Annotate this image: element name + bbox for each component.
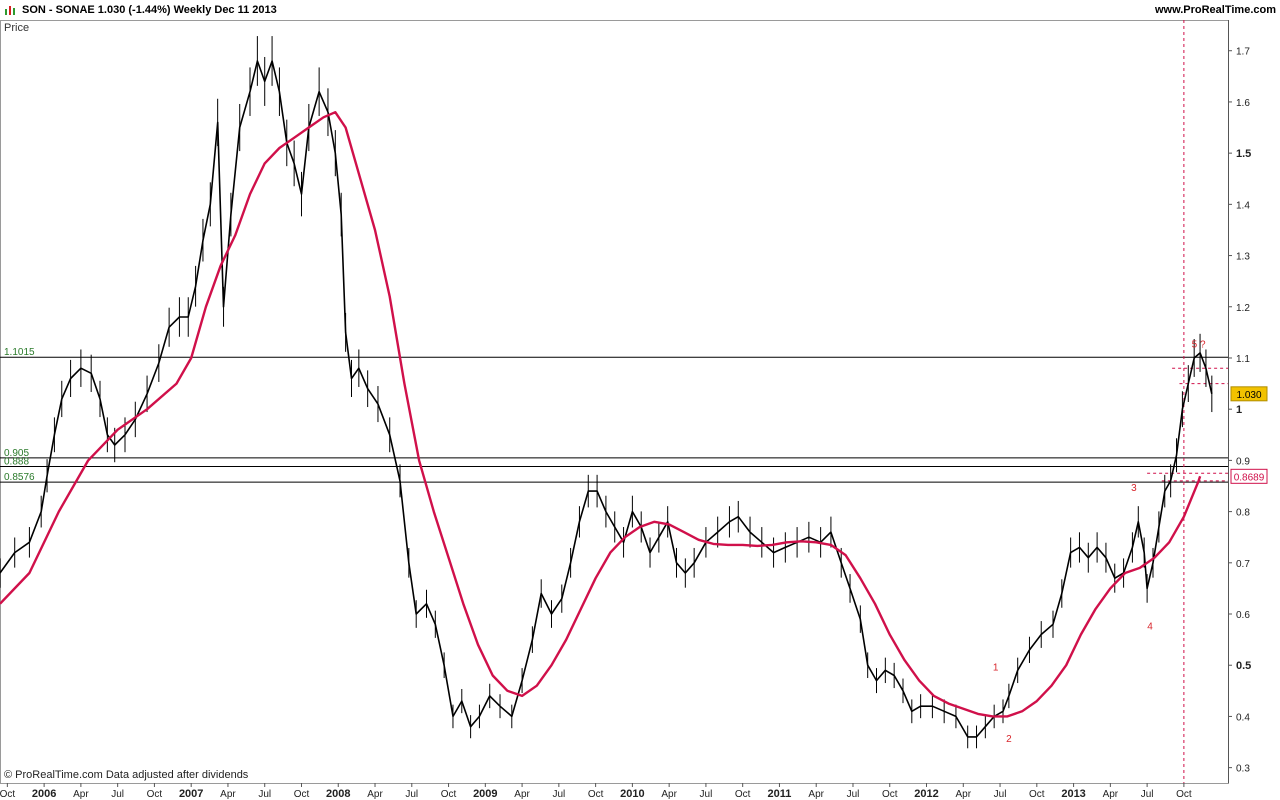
x-tick-label: Oct: [0, 789, 15, 800]
x-tick-label: Jul: [405, 789, 418, 800]
x-tick-label: Apr: [514, 789, 530, 800]
x-tick-label: Jul: [258, 789, 271, 800]
x-tick-label: 2012: [914, 788, 938, 800]
x-tick-label: 2011: [768, 788, 792, 800]
x-tick-label: 2009: [473, 788, 497, 800]
x-tick-label: 2006: [32, 788, 56, 800]
y-tick-label: 1.6: [1236, 98, 1250, 109]
support-level-label: 0.888: [4, 457, 29, 468]
x-tick-label: Oct: [441, 789, 457, 800]
x-tick-label: Apr: [808, 789, 824, 800]
x-tick-label: Oct: [294, 789, 310, 800]
y-tick-label: 0.3: [1236, 764, 1250, 775]
x-tick-label: Oct: [1176, 789, 1192, 800]
support-level-label: 1.1015: [4, 347, 35, 358]
wave-count-label: 1: [993, 662, 999, 673]
y-tick-label: 1.7: [1236, 47, 1250, 58]
y-tick-label: 0.9: [1236, 456, 1250, 467]
price-tag-box: [1230, 468, 1268, 484]
price-tag-box: [1230, 386, 1268, 402]
y-tick-label: 0.5: [1236, 660, 1251, 672]
wave-count-label: 5 ?: [1192, 340, 1206, 351]
y-tick-label: 1.1: [1236, 354, 1250, 365]
x-tick-label: Jul: [552, 789, 565, 800]
x-tick-label: 2010: [620, 788, 644, 800]
x-tick-label: Apr: [367, 789, 383, 800]
website-label[interactable]: www.ProRealTime.com: [1154, 4, 1276, 16]
price-tag-label: 0.8689: [1234, 472, 1265, 483]
support-level-label: 0.905: [4, 448, 29, 459]
x-tick-label: Apr: [1103, 789, 1119, 800]
x-tick-label: Oct: [588, 789, 604, 800]
y-tick-label: 0.6: [1236, 610, 1250, 621]
wave-count-label: 4: [1147, 621, 1153, 632]
x-tick-label: Jul: [111, 789, 124, 800]
wave-count-label: 2: [1006, 734, 1012, 745]
price-series-line: [0, 60, 1213, 738]
y-tick-label: 1.4: [1236, 200, 1250, 211]
x-tick-label: Jul: [847, 789, 860, 800]
chart-header: SON - SONAE 1.030 (-1.44%) Weekly Dec 11…: [0, 0, 1280, 20]
chart-app-icon: [5, 6, 15, 15]
x-tick-label: 2013: [1061, 788, 1085, 800]
y-tick-label: 0.4: [1236, 712, 1250, 723]
y-tick-label: 1.2: [1236, 303, 1250, 314]
x-tick-label: Jul: [994, 789, 1007, 800]
x-tick-label: Oct: [1029, 789, 1045, 800]
plot-frame: [0, 20, 1229, 784]
footer-note: © ProRealTime.com Data adjusted after di…: [4, 769, 249, 781]
x-tick-label: Jul: [700, 789, 713, 800]
x-tick-label: Apr: [661, 789, 677, 800]
chart-title: SON - SONAE 1.030 (-1.44%) Weekly Dec 11…: [22, 4, 277, 16]
x-tick-label: Oct: [735, 789, 751, 800]
y-tick-label: 1.3: [1236, 252, 1250, 263]
x-tick-label: Apr: [220, 789, 236, 800]
x-tick-label: Apr: [956, 789, 972, 800]
y-tick-label: 1: [1236, 404, 1242, 416]
price-axis-caption: Price: [4, 22, 30, 34]
x-tick-label: Jul: [1141, 789, 1154, 800]
x-tick-label: Oct: [882, 789, 898, 800]
price-tag-label: 1.030: [1236, 390, 1261, 401]
support-level-label: 0.8576: [4, 472, 35, 483]
x-tick-label: Apr: [73, 789, 89, 800]
x-tick-label: 2008: [326, 788, 350, 800]
y-tick-label: 0.8: [1236, 508, 1250, 519]
y-tick-label: 0.7: [1236, 559, 1250, 570]
x-tick-label: Oct: [147, 789, 163, 800]
x-tick-label: 2007: [179, 788, 203, 800]
y-tick-label: 1.5: [1236, 148, 1251, 160]
moving-average-line: [0, 111, 1202, 718]
wave-count-label: 3: [1131, 483, 1137, 494]
